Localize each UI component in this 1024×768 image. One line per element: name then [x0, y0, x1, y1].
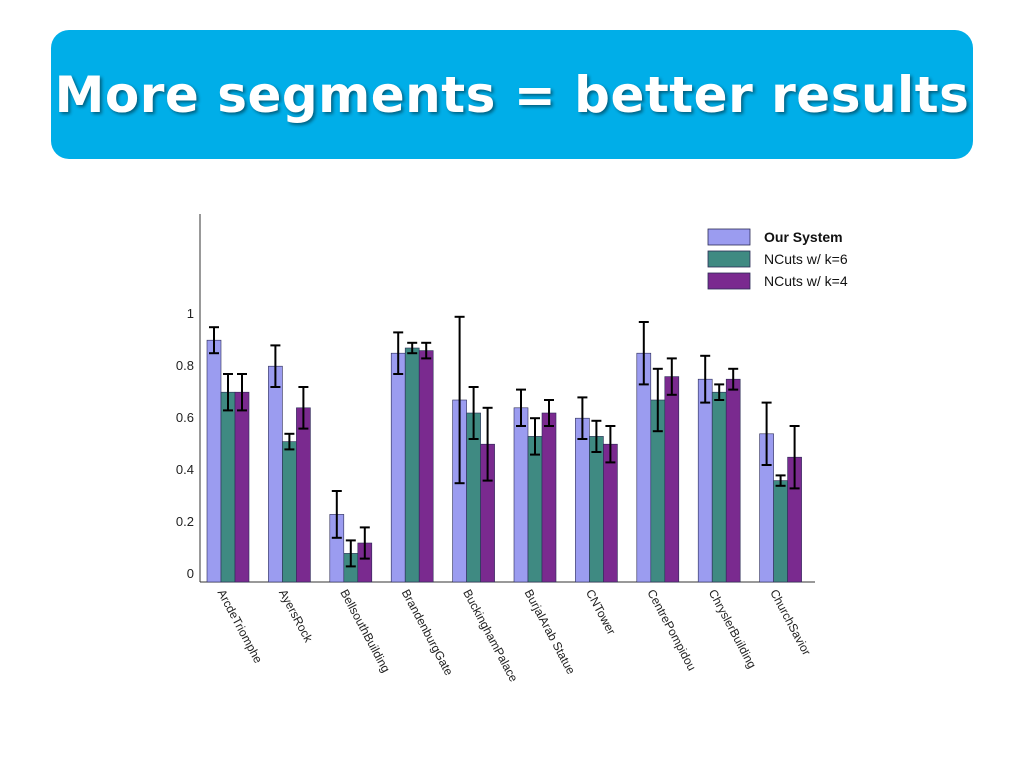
bar-2: [664, 376, 680, 583]
bar-2: [234, 391, 250, 583]
bar-0: [513, 407, 529, 583]
bar-1: [589, 436, 604, 583]
legend-label-0: Our System: [764, 229, 843, 245]
bar-0: [390, 352, 406, 583]
bar-1: [773, 480, 788, 583]
bar-1: [220, 391, 236, 583]
bar-1: [711, 391, 727, 583]
category-label: ChryslerBuilding: [706, 587, 759, 671]
legend-swatch-1: [707, 250, 751, 268]
category-label: CNTower: [583, 587, 619, 637]
legend-label-1: NCuts w/ k=6: [764, 251, 848, 267]
chart-legend: Our System NCuts w/ k=6 NCuts w/ k=4: [707, 228, 848, 290]
bar-0: [206, 339, 222, 583]
y-tick-label: 0: [187, 566, 194, 581]
bar-2: [541, 412, 557, 583]
y-tick-label: 0.6: [176, 410, 194, 425]
y-tick-label: 1: [187, 306, 194, 321]
x-axis-labels: ArcdeTriomphe AyersRock BellsouthBuilding B…: [215, 587, 814, 685]
y-tick-label: 0.4: [176, 462, 194, 477]
legend-swatch-2: [707, 272, 751, 290]
error-bars: [209, 315, 800, 568]
slide-title: More segments = better results: [54, 65, 970, 124]
category-label: AyersRock: [276, 587, 316, 645]
y-tick-label: 0.2: [176, 514, 194, 529]
bar-0: [268, 365, 283, 583]
chart-bars: [206, 339, 802, 583]
legend-swatch-0: [707, 228, 751, 246]
category-label: ArcdeTriomphe: [215, 587, 266, 666]
category-label: BellsouthBuilding: [337, 587, 393, 675]
bar-2: [725, 378, 741, 583]
bar-0: [697, 378, 713, 583]
y-axis-ticks: 0 0.2 0.4 0.6 0.8 1: [176, 306, 194, 581]
bar-2: [418, 350, 434, 583]
title-banner: More segments = better results: [51, 30, 973, 159]
bar-1: [282, 441, 297, 583]
legend-label-2: NCuts w/ k=4: [764, 273, 848, 289]
bar-0: [636, 352, 652, 583]
bar-1: [404, 347, 420, 583]
bar-1: [527, 436, 543, 583]
category-label: CentrePompidou: [644, 587, 699, 673]
bar-2: [296, 407, 311, 583]
bar-2: [603, 443, 618, 583]
category-label: BuckinghamPalace: [460, 587, 521, 685]
bar-0: [575, 417, 590, 583]
category-label: BurjalArab Statue: [522, 587, 579, 677]
category-label: BrandenburgGate: [399, 587, 456, 678]
y-tick-label: 0.8: [176, 358, 194, 373]
category-label: ChurchSavior: [767, 587, 813, 658]
